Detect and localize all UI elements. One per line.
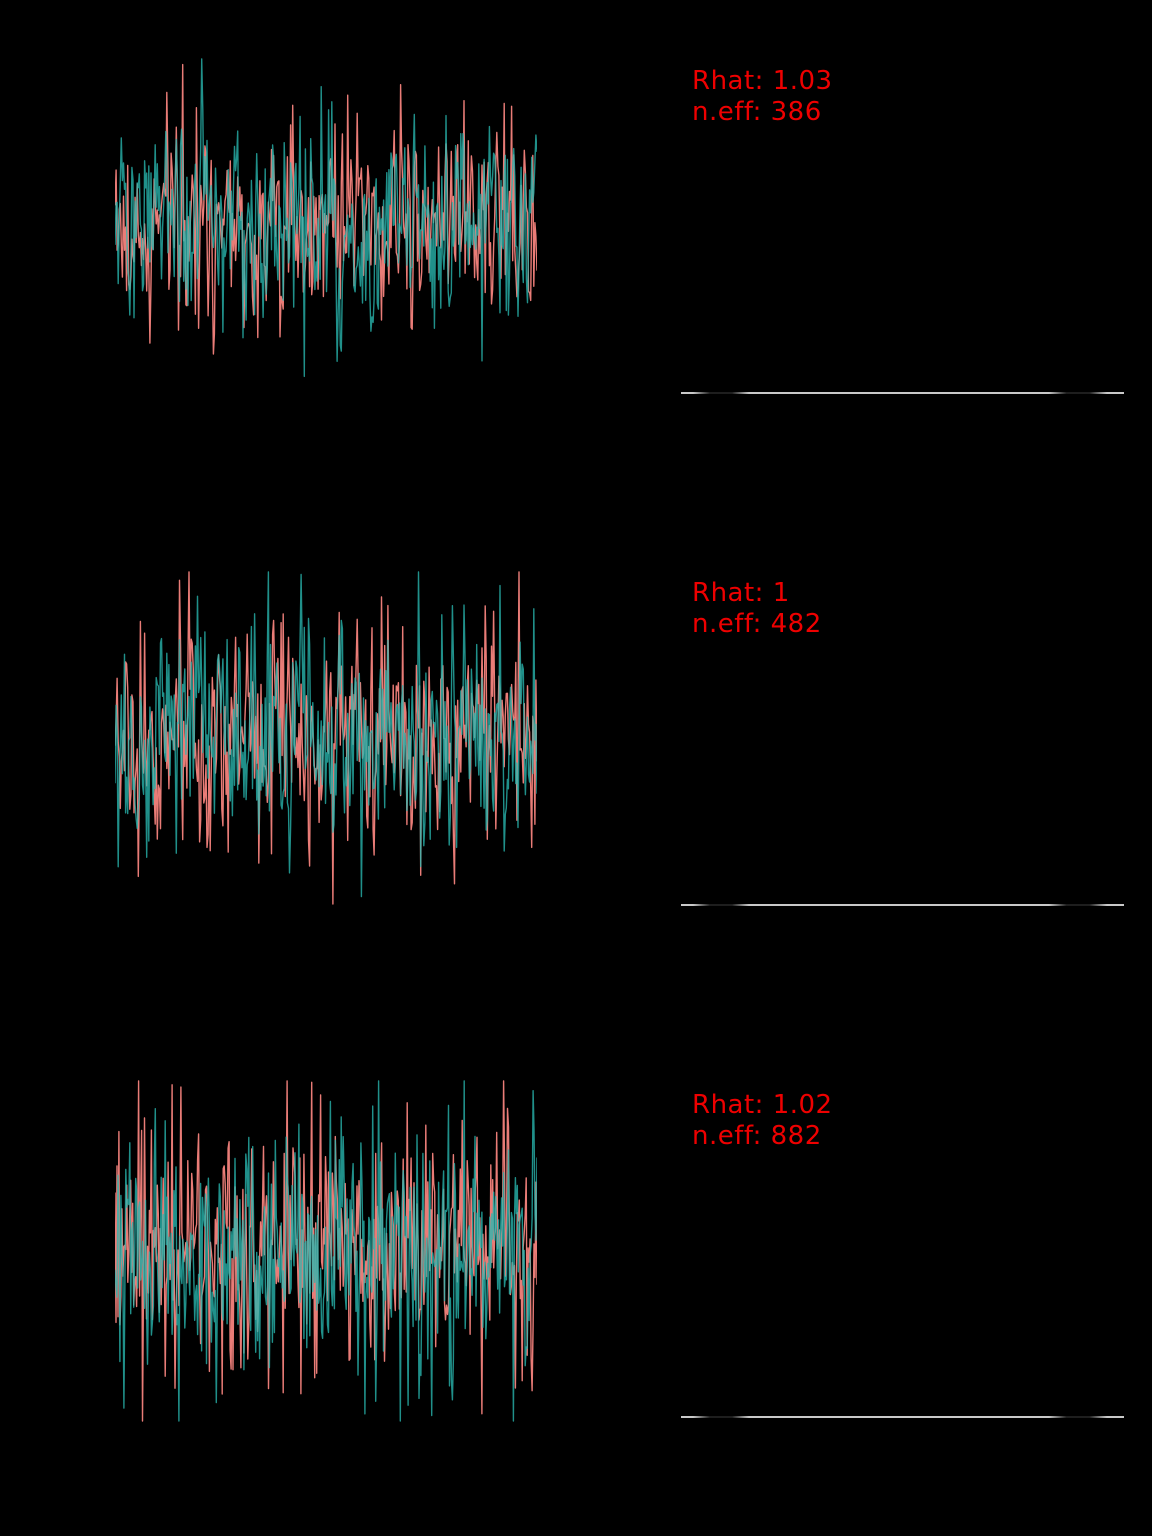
trace-chain-1 — [115, 1080, 537, 1422]
diagnostics-annotation-3: Rhat: 1.02 n.eff: 882 — [692, 1090, 833, 1152]
density-baseline-1 — [681, 392, 1124, 394]
trace-plot-2 — [115, 571, 537, 905]
trace-chain-2 — [115, 571, 537, 898]
density-curve-right-tail — [1049, 1416, 1107, 1418]
rhat-label: Rhat: 1.03 — [692, 66, 833, 96]
density-curve-left-tail — [693, 1416, 749, 1418]
neff-label: n.eff: 482 — [692, 609, 822, 639]
rhat-label: Rhat: 1.02 — [692, 1090, 833, 1120]
rhat-label: Rhat: 1 — [692, 578, 790, 608]
neff-label: n.eff: 386 — [692, 97, 822, 127]
trace-chain-2 — [115, 58, 537, 378]
density-curve-right-tail — [1049, 904, 1107, 906]
density-baseline-3 — [681, 1416, 1124, 1418]
trace-row-3: Rhat: 1.02 n.eff: 882 — [0, 1024, 1152, 1536]
density-curve-left-tail — [693, 904, 749, 906]
density-baseline-2 — [681, 904, 1124, 906]
neff-label: n.eff: 882 — [692, 1121, 822, 1151]
trace-row-2: Rhat: 1 n.eff: 482 — [0, 512, 1152, 1024]
diagnostics-annotation-1: Rhat: 1.03 n.eff: 386 — [692, 66, 833, 128]
density-curve-right-tail — [1049, 392, 1107, 394]
density-curve-left-tail — [693, 392, 749, 394]
trace-plot-1 — [115, 58, 537, 378]
trace-row-1: Rhat: 1.03 n.eff: 386 — [0, 0, 1152, 512]
diagnostics-annotation-2: Rhat: 1 n.eff: 482 — [692, 578, 822, 640]
trace-chain-2 — [115, 1080, 537, 1422]
trace-plot-3 — [115, 1080, 537, 1422]
